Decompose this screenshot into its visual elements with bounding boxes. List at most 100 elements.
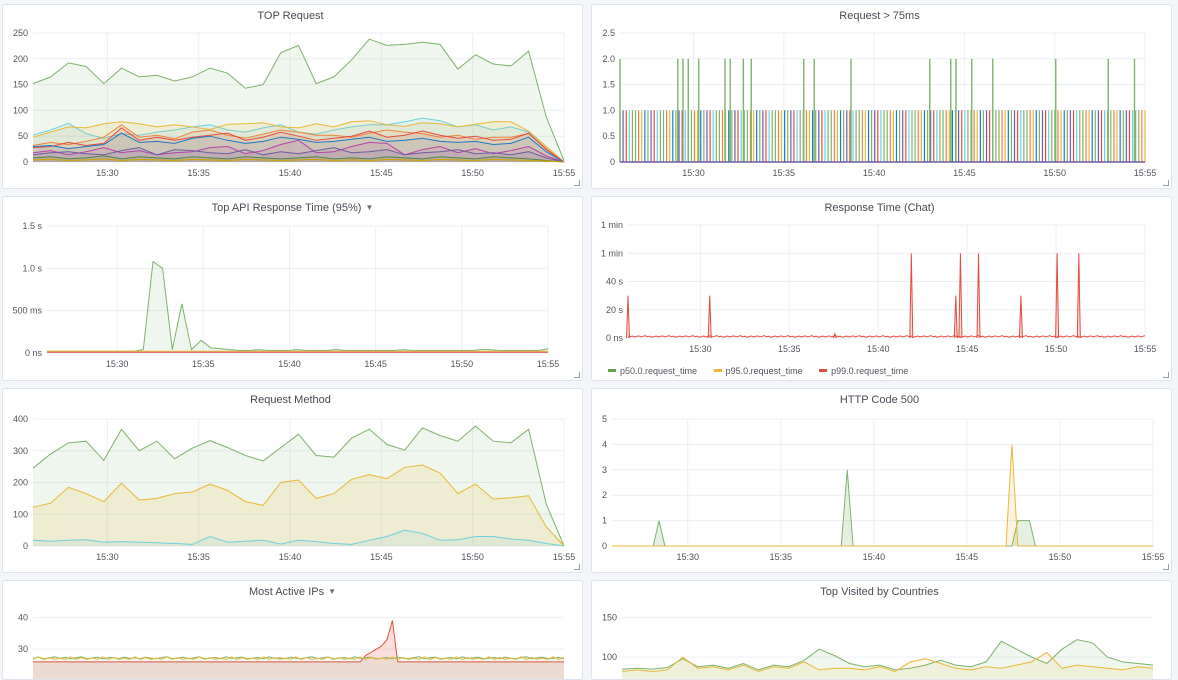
y-tick-label: 40	[18, 612, 28, 622]
resize-handle[interactable]	[574, 372, 580, 378]
y-tick-label: 2	[602, 490, 607, 500]
peak-spike	[959, 253, 962, 338]
y-tick-label: 1.5 s	[22, 221, 42, 231]
x-tick-label: 15:30	[689, 344, 712, 354]
x-tick-label: 15:35	[770, 552, 793, 562]
x-tick-label: 15:30	[682, 168, 705, 178]
x-tick-label: 15:40	[279, 552, 302, 562]
resize-handle[interactable]	[1163, 180, 1169, 186]
peak-spike	[1077, 253, 1080, 338]
x-tick-label: 15:55	[1134, 168, 1157, 178]
x-tick-label: 15:40	[278, 359, 301, 369]
x-tick-label: 15:40	[867, 344, 890, 354]
peak-spike	[833, 334, 836, 338]
resize-handle[interactable]	[1163, 372, 1169, 378]
resize-handle[interactable]	[1163, 564, 1169, 570]
x-tick-label: 15:35	[187, 552, 210, 562]
y-tick-label: 0	[602, 541, 607, 551]
x-tick-label: 15:45	[370, 168, 393, 178]
x-tick-label: 15:30	[106, 359, 129, 369]
y-tick-label: 2.5	[602, 28, 615, 38]
x-tick-label: 15:55	[537, 359, 560, 369]
series-line	[628, 336, 1145, 338]
legend-swatch	[608, 369, 616, 372]
x-tick-label: 15:50	[461, 168, 484, 178]
y-tick-label: 400	[13, 414, 28, 424]
x-tick-label: 15:45	[953, 168, 976, 178]
x-tick-label: 15:55	[1134, 344, 1157, 354]
resize-handle[interactable]	[574, 564, 580, 570]
y-tick-label: 100	[13, 105, 28, 115]
y-tick-label: 1.5	[602, 80, 615, 90]
y-tick-label: 100	[13, 509, 28, 519]
x-tick-label: 15:50	[1043, 168, 1066, 178]
y-tick-label: 1	[602, 516, 607, 526]
series-area	[33, 657, 564, 680]
series-line	[612, 470, 1153, 546]
series-line	[47, 262, 548, 352]
x-tick-label: 15:45	[956, 344, 979, 354]
x-tick-label: 15:55	[1142, 552, 1165, 562]
x-tick-label: 15:55	[553, 168, 576, 178]
x-tick-label: 15:30	[96, 552, 119, 562]
peak-spike	[977, 253, 980, 338]
chart-most-active-ips: 30 40	[3, 581, 583, 680]
y-tick-label: 500 ms	[12, 306, 42, 316]
series-area	[47, 262, 548, 353]
y-tick-label: 0	[610, 157, 615, 167]
y-tick-label: 1 min	[601, 248, 623, 258]
legend-item[interactable]: p99.0.request_time	[819, 366, 908, 376]
x-tick-label: 15:35	[192, 359, 215, 369]
y-tick-label: 4	[602, 439, 607, 449]
legend-swatch	[819, 369, 827, 372]
y-tick-label: 3	[602, 465, 607, 475]
y-tick-label: 1 min	[601, 220, 623, 230]
peak-spike	[627, 296, 630, 338]
x-tick-label: 15:40	[279, 168, 302, 178]
y-tick-label: 30	[18, 644, 28, 654]
x-tick-label: 15:55	[553, 552, 576, 562]
legend-item[interactable]: p95.0.request_time	[714, 366, 803, 376]
x-tick-label: 15:30	[96, 168, 119, 178]
y-tick-label: 200	[13, 478, 28, 488]
x-tick-label: 15:30	[676, 552, 699, 562]
peak-spike	[910, 253, 913, 338]
x-tick-label: 15:35	[778, 344, 801, 354]
series-area	[612, 470, 1153, 546]
y-tick-label: 0 ns	[25, 348, 43, 358]
peak-spike	[1019, 296, 1022, 338]
y-tick-label: 150	[13, 80, 28, 90]
y-tick-label: 200	[13, 54, 28, 64]
y-tick-label: 100	[602, 652, 617, 662]
y-tick-label: 1.0	[602, 105, 615, 115]
legend-item[interactable]: p50.0.request_time	[608, 366, 697, 376]
x-tick-label: 15:40	[863, 552, 886, 562]
resize-handle[interactable]	[574, 180, 580, 186]
y-tick-label: 1.0 s	[22, 263, 42, 273]
peak-spike	[954, 296, 957, 338]
x-tick-label: 15:50	[451, 359, 474, 369]
x-tick-label: 15:45	[956, 552, 979, 562]
x-tick-label: 15:50	[461, 552, 484, 562]
series-line	[33, 621, 564, 662]
peak-spike	[708, 296, 711, 338]
x-tick-label: 15:40	[863, 168, 886, 178]
legend-swatch	[714, 369, 722, 372]
y-tick-label: 0	[23, 541, 28, 551]
y-tick-label: 2.0	[602, 54, 615, 64]
x-tick-label: 15:35	[187, 168, 210, 178]
y-tick-label: 250	[13, 28, 28, 38]
